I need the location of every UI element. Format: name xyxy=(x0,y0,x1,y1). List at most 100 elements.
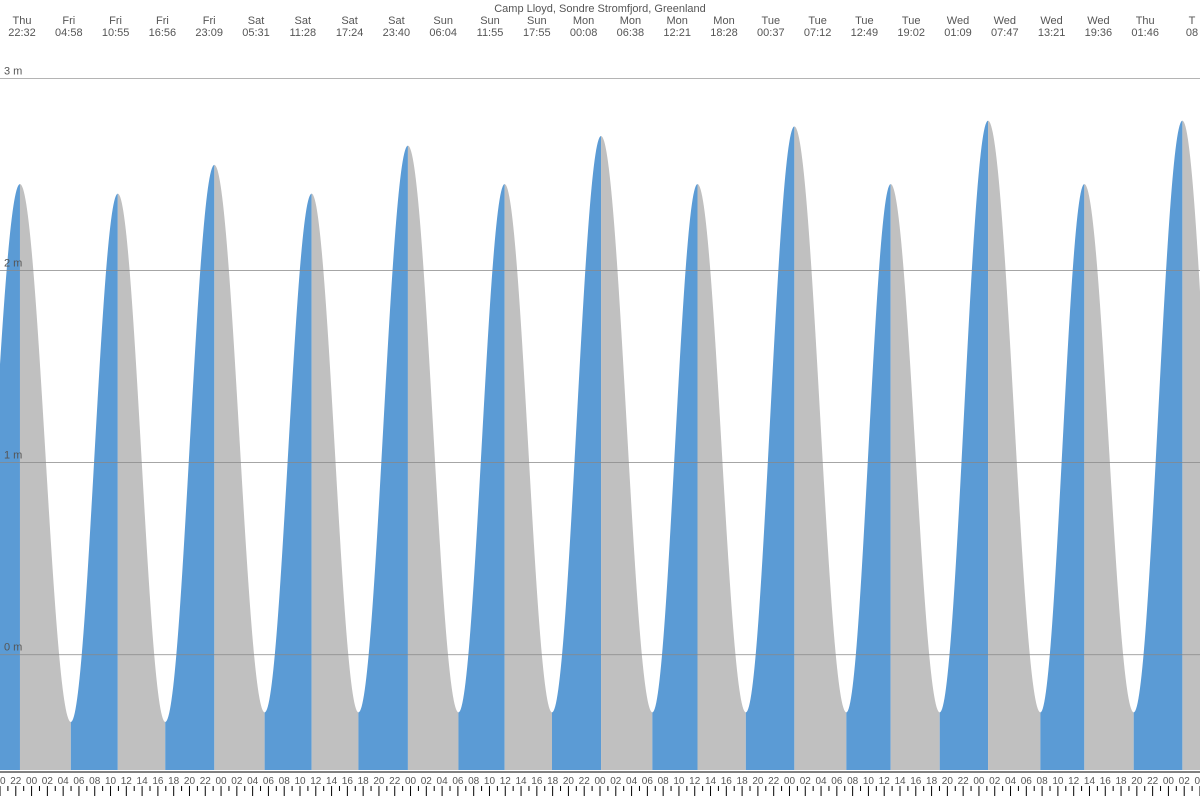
header-day: Wed xyxy=(994,15,1016,27)
x-tick-label: 10 xyxy=(105,776,117,787)
x-tick-label: 22 xyxy=(768,776,780,787)
x-tick-label: 18 xyxy=(926,776,938,787)
y-tick-label: 2 m xyxy=(4,258,22,270)
x-tick-label: 20 xyxy=(184,776,196,787)
header-time: 06:04 xyxy=(429,27,457,39)
x-tick-label: 20 xyxy=(752,776,764,787)
x-tick-label: 04 xyxy=(58,776,70,787)
x-tick-label: 16 xyxy=(531,776,543,787)
x-tick-label: 08 xyxy=(1037,776,1049,787)
x-tick-label: 04 xyxy=(1194,776,1200,787)
x-tick-label: 06 xyxy=(263,776,275,787)
x-tick-label: 08 xyxy=(89,776,101,787)
x-tick-label: 00 xyxy=(215,776,227,787)
x-tick-label: 06 xyxy=(73,776,85,787)
x-tick-label: 02 xyxy=(231,776,243,787)
x-tick-label: 08 xyxy=(468,776,480,787)
header-day: Sun xyxy=(433,15,453,27)
x-tick-label: 10 xyxy=(673,776,685,787)
header-time: 19:02 xyxy=(897,27,925,39)
x-tick-label: 18 xyxy=(358,776,370,787)
x-tick-label: 06 xyxy=(642,776,654,787)
x-tick-label: 04 xyxy=(1005,776,1017,787)
header-day: Thu xyxy=(1136,15,1155,27)
header-time: 23:40 xyxy=(383,27,411,39)
x-tick-label: 14 xyxy=(326,776,338,787)
x-tick-label: 18 xyxy=(168,776,180,787)
x-tick-label: 02 xyxy=(800,776,812,787)
header-time: 13:21 xyxy=(1038,27,1066,39)
x-tick-label: 12 xyxy=(689,776,701,787)
x-tick-label: 18 xyxy=(547,776,559,787)
x-tick-label: 02 xyxy=(610,776,622,787)
x-tick-label: 20 xyxy=(563,776,575,787)
header-row: Thu22:32Fri04:58Fri10:55Fri16:56Fri23:09… xyxy=(8,15,1198,39)
header-time: 17:24 xyxy=(336,27,364,39)
header-day: Tue xyxy=(855,15,874,27)
x-tick-label: 04 xyxy=(815,776,827,787)
header-day: Fri xyxy=(62,15,75,27)
header-day: Mon xyxy=(620,15,641,27)
header-time: 08 xyxy=(1186,27,1198,39)
tide-chart-svg: 0 m1 m2 m3 mCamp Lloyd, Sondre Stromfjor… xyxy=(0,0,1200,800)
x-tick-label: 18 xyxy=(1115,776,1127,787)
header-day: Wed xyxy=(947,15,969,27)
header-time: 16:56 xyxy=(149,27,177,39)
x-tick-label: 02 xyxy=(421,776,433,787)
header-day: Sat xyxy=(341,15,358,27)
x-tick-label: 20 xyxy=(942,776,954,787)
x-tick-label: 02 xyxy=(1179,776,1191,787)
header-day: Thu xyxy=(13,15,32,27)
x-tick-label: 12 xyxy=(310,776,322,787)
header-time: 19:36 xyxy=(1085,27,1113,39)
header-time: 00:08 xyxy=(570,27,598,39)
header-time: 12:49 xyxy=(851,27,879,39)
x-tick-label: 10 xyxy=(294,776,306,787)
x-tick-label: 22 xyxy=(579,776,591,787)
x-tick-label: 08 xyxy=(279,776,291,787)
x-tick-label: 10 xyxy=(863,776,875,787)
header-day: Sat xyxy=(295,15,312,27)
x-tick-label: 22 xyxy=(1147,776,1159,787)
header-day: Mon xyxy=(573,15,594,27)
header-day: Sun xyxy=(480,15,500,27)
header-day: Sat xyxy=(388,15,405,27)
header-time: 07:47 xyxy=(991,27,1019,39)
x-axis: 2022000204060810121416182022000204060810… xyxy=(0,772,1200,796)
header-time: 10:55 xyxy=(102,27,130,39)
x-tick-label: 22 xyxy=(389,776,401,787)
tide-fill xyxy=(0,121,1200,770)
x-tick-label: 02 xyxy=(989,776,1001,787)
header-day: Fri xyxy=(156,15,169,27)
header-day: Tue xyxy=(808,15,827,27)
header-day: Mon xyxy=(666,15,687,27)
x-tick-label: 14 xyxy=(894,776,906,787)
x-tick-label: 02 xyxy=(42,776,54,787)
x-tick-label: 06 xyxy=(1021,776,1033,787)
x-tick-label: 12 xyxy=(121,776,133,787)
header-time: 11:55 xyxy=(477,27,504,39)
x-tick-label: 08 xyxy=(847,776,859,787)
tide-chart: 0 m1 m2 m3 mCamp Lloyd, Sondre Stromfjor… xyxy=(0,0,1200,800)
x-tick-label: 14 xyxy=(1084,776,1096,787)
x-tick-label: 00 xyxy=(405,776,417,787)
x-tick-label: 00 xyxy=(1163,776,1175,787)
header-time: 17:55 xyxy=(523,27,551,39)
x-tick-label: 20 xyxy=(373,776,385,787)
chart-title: Camp Lloyd, Sondre Stromfjord, Greenland xyxy=(494,3,706,15)
y-tick-label: 0 m xyxy=(4,642,22,654)
x-tick-label: 12 xyxy=(500,776,512,787)
header-day: Sat xyxy=(248,15,265,27)
x-tick-label: 14 xyxy=(515,776,527,787)
header-day: Fri xyxy=(109,15,122,27)
header-time: 06:38 xyxy=(617,27,645,39)
header-day: T xyxy=(1189,15,1196,27)
header-time: 18:28 xyxy=(710,27,738,39)
x-tick-label: 12 xyxy=(1068,776,1080,787)
header-day: Wed xyxy=(1040,15,1062,27)
x-tick-label: 22 xyxy=(200,776,212,787)
header-time: 04:58 xyxy=(55,27,83,39)
header-day: Tue xyxy=(762,15,781,27)
x-tick-label: 12 xyxy=(879,776,891,787)
x-tick-label: 10 xyxy=(484,776,496,787)
